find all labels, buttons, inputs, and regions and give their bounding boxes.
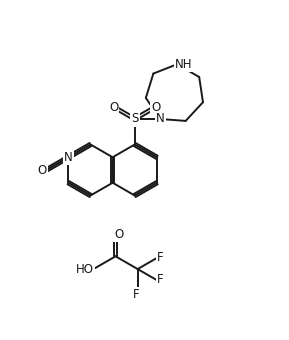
Text: N: N [156, 113, 164, 125]
Text: S: S [131, 113, 138, 125]
Text: O: O [38, 164, 47, 176]
Text: F: F [133, 288, 140, 301]
Text: F: F [157, 251, 164, 264]
Text: N: N [64, 151, 73, 164]
Text: HO: HO [76, 262, 94, 275]
Text: O: O [151, 101, 160, 114]
Text: NH: NH [175, 58, 193, 71]
Text: O: O [114, 228, 123, 241]
Text: F: F [157, 273, 164, 286]
Text: O: O [109, 101, 118, 114]
